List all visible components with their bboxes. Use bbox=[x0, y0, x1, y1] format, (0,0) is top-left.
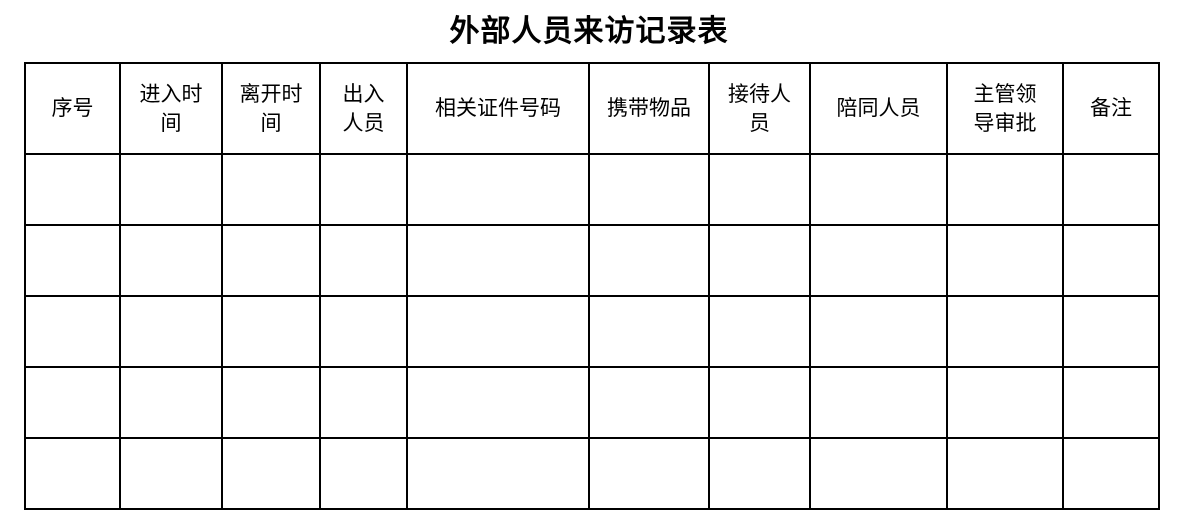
column-header-items-carried: 携带物品 bbox=[588, 62, 710, 155]
table-cell bbox=[809, 366, 948, 439]
table-cell bbox=[809, 437, 948, 510]
table-cell bbox=[406, 224, 590, 297]
table-cell bbox=[588, 153, 710, 226]
table-cell bbox=[588, 366, 710, 439]
table-cell bbox=[24, 437, 121, 510]
table-body bbox=[24, 153, 1160, 510]
table-cell bbox=[406, 153, 590, 226]
table-cell bbox=[24, 295, 121, 368]
table-cell bbox=[1062, 366, 1160, 439]
table-cell bbox=[319, 224, 408, 297]
table-cell bbox=[708, 366, 811, 439]
table-cell bbox=[319, 437, 408, 510]
table-cell bbox=[708, 224, 811, 297]
visitor-record-table: 序号 进入时 间 离开时 间 出入 人员 相关证件号码 携带物品 接待人 员 陪… bbox=[24, 62, 1160, 510]
table-cell bbox=[946, 295, 1064, 368]
table-cell bbox=[708, 437, 811, 510]
column-header-leave-time: 离开时 间 bbox=[221, 62, 321, 155]
table-cell bbox=[809, 295, 948, 368]
column-header-id-number: 相关证件号码 bbox=[406, 62, 590, 155]
table-cell bbox=[221, 295, 321, 368]
column-header-supervisor-approval: 主管领 导审批 bbox=[946, 62, 1064, 155]
table-row bbox=[24, 224, 1160, 297]
table-cell bbox=[1062, 437, 1160, 510]
table-cell bbox=[319, 295, 408, 368]
page-title: 外部人员来访记录表 bbox=[449, 15, 729, 48]
table-cell bbox=[119, 366, 223, 439]
table-cell bbox=[119, 437, 223, 510]
table-cell bbox=[24, 224, 121, 297]
table-cell bbox=[319, 153, 408, 226]
table-cell bbox=[119, 224, 223, 297]
table-cell bbox=[946, 437, 1064, 510]
table-cell bbox=[588, 295, 710, 368]
table-cell bbox=[221, 437, 321, 510]
table-cell bbox=[119, 153, 223, 226]
header-row: 序号 进入时 间 离开时 间 出入 人员 相关证件号码 携带物品 接待人 员 陪… bbox=[24, 62, 1160, 155]
table-cell bbox=[946, 224, 1064, 297]
table-cell bbox=[708, 153, 811, 226]
table-cell bbox=[1062, 295, 1160, 368]
table-cell bbox=[319, 366, 408, 439]
table-row bbox=[24, 366, 1160, 439]
column-header-serial-number: 序号 bbox=[24, 62, 121, 155]
table-row bbox=[24, 295, 1160, 368]
table-cell bbox=[809, 153, 948, 226]
table-cell bbox=[406, 437, 590, 510]
table-cell bbox=[588, 224, 710, 297]
column-header-receptionist: 接待人 员 bbox=[708, 62, 811, 155]
table-cell bbox=[406, 366, 590, 439]
table-cell bbox=[708, 295, 811, 368]
table-cell bbox=[221, 366, 321, 439]
table-cell bbox=[119, 295, 223, 368]
column-header-remarks: 备注 bbox=[1062, 62, 1160, 155]
table-cell bbox=[221, 153, 321, 226]
table-cell bbox=[946, 153, 1064, 226]
table-cell bbox=[809, 224, 948, 297]
table-cell bbox=[1062, 153, 1160, 226]
table-cell bbox=[588, 437, 710, 510]
column-header-accompanying: 陪同人员 bbox=[809, 62, 948, 155]
table-cell bbox=[406, 295, 590, 368]
table-row bbox=[24, 437, 1160, 510]
table-cell bbox=[24, 366, 121, 439]
table-cell bbox=[946, 366, 1064, 439]
column-header-personnel: 出入 人员 bbox=[319, 62, 408, 155]
table-cell bbox=[1062, 224, 1160, 297]
table-cell bbox=[24, 153, 121, 226]
table-row bbox=[24, 153, 1160, 226]
column-header-entry-time: 进入时 间 bbox=[119, 62, 223, 155]
table-cell bbox=[221, 224, 321, 297]
